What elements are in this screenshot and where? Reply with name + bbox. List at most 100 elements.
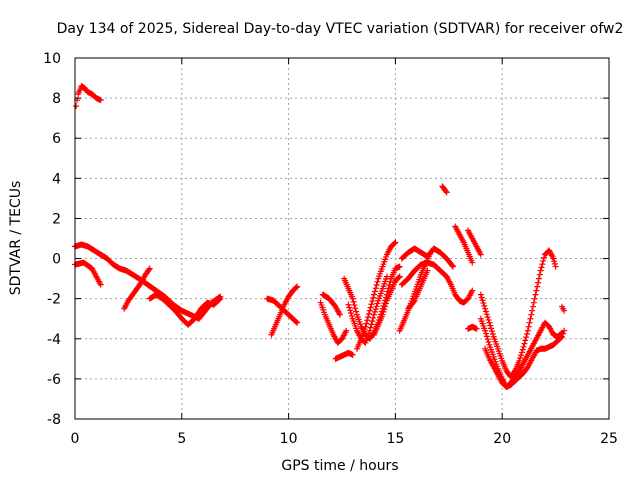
data-point <box>538 264 545 271</box>
data-point <box>369 298 376 305</box>
data-points <box>72 83 568 390</box>
x-tick-label: 5 <box>177 431 186 447</box>
data-point <box>381 306 388 313</box>
axis-ticks: 0 5 10 15 20 25 -8 -6 -4 -2 0 2 4 6 8 10 <box>43 51 618 447</box>
data-point <box>349 351 356 358</box>
data-point <box>552 263 559 270</box>
y-tick-label: 2 <box>52 211 61 227</box>
data-point <box>550 255 557 262</box>
data-point <box>530 299 537 306</box>
data-point <box>517 355 524 362</box>
data-point <box>488 328 495 335</box>
data-point <box>482 305 489 312</box>
data-point <box>541 254 548 261</box>
data-point <box>443 189 450 196</box>
data-point <box>336 311 343 318</box>
data-point <box>396 263 403 270</box>
data-point <box>383 300 390 307</box>
data-point <box>519 346 526 353</box>
data-point <box>481 302 488 309</box>
data-point <box>442 188 449 195</box>
y-tick-label: -8 <box>47 412 61 428</box>
data-point <box>534 283 541 290</box>
data-point <box>483 311 490 318</box>
data-point <box>391 240 398 247</box>
data-point <box>351 302 358 309</box>
data-point <box>522 337 529 344</box>
y-axis-label: SDTVAR / TECUs <box>8 181 24 296</box>
data-point <box>523 330 530 337</box>
data-point <box>483 333 490 340</box>
data-point <box>347 307 354 314</box>
data-point <box>374 278 381 285</box>
y-tick-label: 0 <box>52 252 61 268</box>
data-point <box>371 308 378 315</box>
data-point <box>366 307 373 314</box>
data-point <box>392 239 399 246</box>
data-point <box>527 315 534 322</box>
data-point <box>551 260 558 267</box>
data-point <box>145 266 152 273</box>
data-point <box>348 312 355 319</box>
data-point <box>485 316 492 323</box>
data-point <box>369 318 376 325</box>
y-tick-label: 8 <box>52 91 61 107</box>
data-point <box>469 259 476 266</box>
data-point <box>368 301 375 308</box>
data-point <box>529 303 536 310</box>
data-point <box>540 257 547 264</box>
data-point <box>469 287 476 294</box>
data-point <box>387 278 394 285</box>
data-point <box>343 327 350 334</box>
data-point <box>482 330 489 337</box>
data-point <box>424 267 431 274</box>
data-point <box>560 330 567 337</box>
data-point <box>374 300 381 307</box>
data-point <box>352 305 359 312</box>
data-point <box>365 314 372 321</box>
data-point <box>216 296 223 303</box>
data-point <box>477 251 484 258</box>
data-point <box>217 295 224 302</box>
data-point <box>349 295 356 302</box>
data-point <box>371 311 378 318</box>
y-tick-label: 4 <box>52 171 61 187</box>
data-point <box>410 298 417 305</box>
data-point <box>345 301 352 308</box>
y-tick-label: -6 <box>47 372 61 388</box>
data-point <box>488 325 495 332</box>
chart-title: Day 134 of 2025, Sidereal Day-to-day VTE… <box>57 21 624 37</box>
data-point <box>529 307 536 314</box>
data-point <box>486 319 493 326</box>
data-point <box>350 298 357 305</box>
data-point <box>372 306 379 313</box>
data-point <box>294 283 301 290</box>
y-tick-label: 6 <box>52 131 61 147</box>
x-axis-label: GPS time / hours <box>281 458 398 474</box>
data-point <box>97 97 104 104</box>
data-point <box>379 311 386 318</box>
data-point <box>371 291 378 298</box>
data-point <box>478 294 485 301</box>
data-point <box>382 303 389 310</box>
x-tick-label: 20 <box>493 431 511 447</box>
data-point <box>373 303 380 310</box>
data-point <box>372 285 379 292</box>
data-point <box>535 275 542 282</box>
x-tick-label: 15 <box>386 431 404 447</box>
data-point <box>532 291 539 298</box>
data-point <box>370 294 377 301</box>
data-point <box>561 327 568 334</box>
data-point <box>517 352 524 359</box>
data-point <box>480 300 487 307</box>
data-point <box>293 284 300 291</box>
data-point <box>520 343 527 350</box>
data-point <box>533 287 540 294</box>
data-point <box>97 281 104 288</box>
y-tick-label: -4 <box>47 332 61 348</box>
data-point <box>363 320 370 327</box>
data-point <box>559 333 566 340</box>
data-point <box>516 357 523 364</box>
data-point <box>365 310 372 317</box>
data-point <box>521 340 528 347</box>
